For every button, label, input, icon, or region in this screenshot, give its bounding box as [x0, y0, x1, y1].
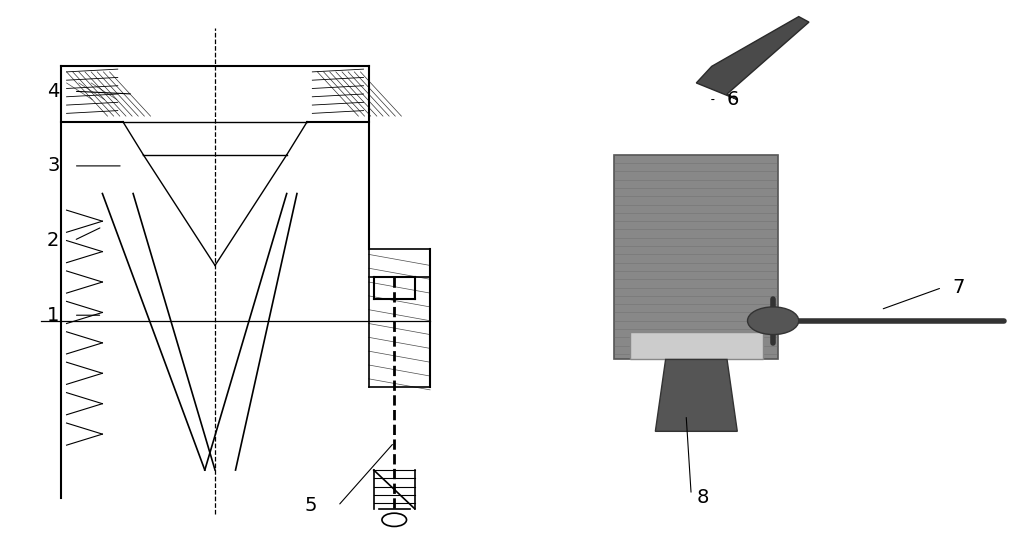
Text: 5: 5	[305, 497, 317, 515]
Polygon shape	[630, 332, 763, 359]
Polygon shape	[655, 359, 737, 431]
Text: 8: 8	[696, 488, 709, 507]
Text: 3: 3	[47, 156, 59, 175]
Text: 6: 6	[727, 90, 739, 109]
Text: 1: 1	[47, 306, 59, 325]
Text: 4: 4	[47, 82, 59, 101]
Polygon shape	[614, 155, 778, 359]
Polygon shape	[696, 17, 809, 100]
Text: 2: 2	[47, 231, 59, 250]
Circle shape	[748, 307, 799, 335]
Text: 7: 7	[952, 278, 965, 297]
